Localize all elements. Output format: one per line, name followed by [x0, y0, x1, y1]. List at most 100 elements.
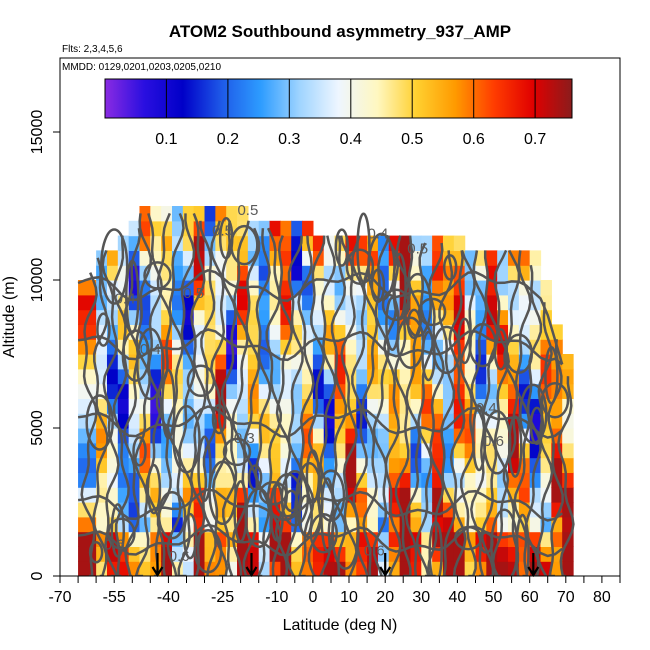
heatmap-cell [172, 220, 184, 237]
heatmap-cell [247, 383, 260, 399]
heatmap-cell [356, 368, 368, 385]
heatmap-cell [117, 546, 130, 562]
heatmap-cell [399, 250, 412, 266]
heatmap-cell [377, 309, 390, 325]
heatmap-cell [497, 413, 509, 429]
heatmap-cell [432, 294, 444, 311]
contour-line [438, 250, 456, 576]
heatmap-cell [269, 398, 281, 414]
heatmap-cell [193, 502, 206, 518]
heatmap-cell [291, 457, 303, 473]
heatmap-cell [182, 235, 195, 251]
heatmap-cell [497, 546, 509, 562]
heatmap-cell [334, 280, 347, 296]
heatmap-cell [486, 383, 498, 399]
heatmap-cell [312, 428, 325, 444]
heatmap-cell [421, 265, 433, 281]
heatmap-cell [312, 383, 325, 399]
heatmap-cell [518, 250, 531, 266]
heatmap-cell [367, 516, 379, 533]
heatmap-cell [388, 442, 401, 459]
heatmap-cell [497, 398, 509, 414]
heatmap-cell [432, 428, 444, 444]
contour-loop [146, 463, 162, 515]
heatmap-cell [518, 339, 531, 355]
heatmap-cell [529, 280, 542, 296]
heatmap-cell [302, 250, 314, 266]
heatmap-cell [258, 309, 271, 325]
heatmap-cell [247, 428, 260, 444]
heatmap-cell [204, 502, 216, 518]
contour-line [199, 220, 217, 576]
heatmap-cell [204, 339, 216, 355]
heatmap-cell [432, 368, 444, 385]
heatmap-cell [280, 309, 292, 325]
heatmap-cell [269, 354, 281, 370]
heatmap-cell [302, 309, 314, 325]
heatmap-cell [421, 398, 433, 414]
heatmap-cell [529, 354, 542, 370]
heatmap-cell [345, 294, 357, 311]
heatmap-cell [410, 339, 422, 355]
heatmap-cell [215, 206, 227, 222]
heatmap-cell [237, 294, 249, 311]
heatmap-cell [367, 561, 379, 576]
heatmap-cell [529, 250, 542, 266]
heatmap-cell [486, 398, 498, 414]
heatmap-cell [139, 487, 151, 503]
heatmap-cell [345, 235, 357, 251]
heatmap-cell [442, 294, 455, 311]
heatmap-cell [508, 294, 520, 311]
contour-line [77, 268, 564, 365]
heatmap-cell [117, 487, 130, 503]
heatmap-cell [421, 294, 433, 311]
x-axis: -70 -55 -40 -25 -10 0 10 20 30 40 50 60 70 80 [48, 576, 621, 606]
heatmap-cell [237, 220, 249, 237]
contour-line [77, 488, 563, 522]
contour-label: 0.6 [104, 536, 125, 553]
heatmap-cell [161, 502, 173, 518]
heatmap-cell [399, 531, 412, 547]
heatmap-cell [356, 442, 368, 459]
contour-lines [77, 212, 575, 576]
heatmap-cell [280, 502, 292, 518]
contour-line [112, 235, 130, 576]
heatmap-cell [377, 413, 390, 429]
heatmap-cell [139, 280, 151, 296]
heatmap-cell [410, 265, 422, 281]
heatmap-cell [215, 413, 227, 429]
contour-loop [442, 254, 458, 281]
colorbar-tick-label: 0.6 [463, 131, 485, 148]
heatmap-cell [96, 457, 108, 473]
heatmap-cell [106, 398, 119, 414]
heatmap-cell [529, 487, 542, 503]
heatmap-cell [128, 309, 141, 325]
contour-line [92, 257, 109, 576]
heatmap-cell [464, 354, 477, 370]
heatmap-cell [508, 280, 520, 296]
heatmap-cell [258, 294, 271, 311]
heatmap-cell [291, 309, 303, 325]
heatmap-cell [161, 561, 173, 576]
heatmap-cell [529, 442, 542, 459]
heatmap-cell [475, 354, 487, 370]
contour-loop [161, 369, 176, 440]
heatmap-cell [139, 250, 151, 266]
heatmap-cell [410, 383, 422, 399]
contour-loop [136, 327, 165, 401]
heatmap-cell [475, 428, 487, 444]
heatmap-cell [106, 487, 119, 503]
contour-line [339, 235, 359, 576]
heatmap-cell [182, 265, 195, 281]
contour-label: 0.5 [237, 202, 258, 219]
heatmap-cell [377, 442, 390, 459]
heatmap-cell [215, 561, 227, 576]
heatmap-cell [280, 235, 292, 251]
heatmap-cell [345, 398, 357, 414]
heatmap-cell [237, 516, 249, 533]
heatmap-cell [323, 502, 336, 518]
heatmap-cell [204, 324, 216, 340]
heatmap-cell [518, 280, 531, 296]
heatmap-cell [399, 368, 412, 385]
heatmap-cell [291, 413, 303, 429]
